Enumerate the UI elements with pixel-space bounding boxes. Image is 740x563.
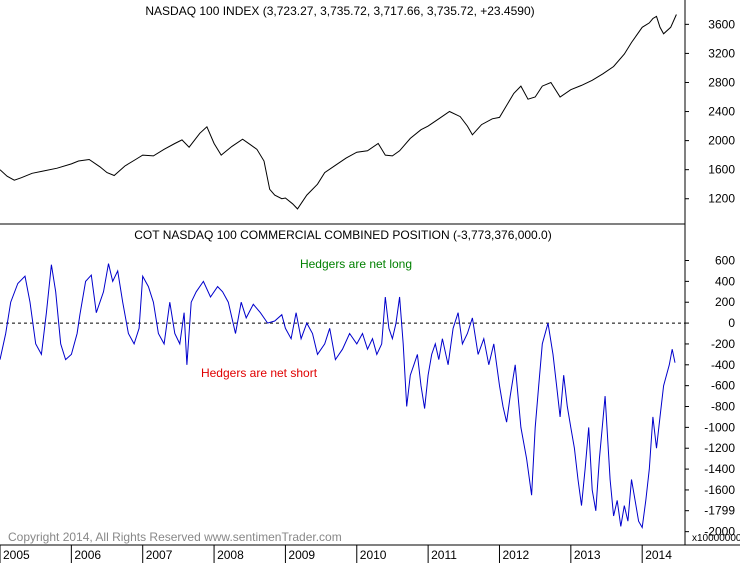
- cot-chart-title: COT NASDAQ 100 COMMERCIAL COMBINED POSIT…: [134, 228, 551, 242]
- y-tick-label: -800: [711, 400, 735, 414]
- y-tick-label: -1600: [704, 483, 735, 497]
- y-tick-label: -1400: [704, 462, 735, 476]
- y-tick-label: 0: [728, 316, 735, 330]
- scale-label: x10000000: [692, 533, 740, 544]
- y-tick-label: -2000: [704, 525, 735, 539]
- y-tick-label: -1200: [704, 441, 735, 455]
- x-tick-label: 2005: [3, 548, 30, 562]
- y-tick-label: 1200: [708, 192, 735, 206]
- y-tick-label: 3200: [708, 46, 735, 60]
- x-tick-label: 2007: [146, 548, 173, 562]
- y-tick-label: 2400: [708, 105, 735, 119]
- copyright-notice: Copyright 2014, All Rights Reserved www.…: [8, 530, 342, 544]
- y-tick-label: -1799: [704, 504, 735, 518]
- hedgers-short-annotation: Hedgers are net short: [201, 366, 318, 380]
- y-tick-label: 1600: [708, 163, 735, 177]
- x-tick-label: 2008: [217, 548, 244, 562]
- y-tick-label: 600: [715, 254, 735, 268]
- cot-y-axis: 600 400 200 0 -200 -400 -600 -800 -1000 -1200 -140…: [685, 254, 735, 539]
- y-tick-label: 400: [715, 274, 735, 288]
- x-tick-label: 2014: [645, 548, 672, 562]
- x-tick-label: 2010: [360, 548, 387, 562]
- x-tick-label: 2009: [288, 548, 315, 562]
- x-tick-label: 2006: [74, 548, 101, 562]
- y-tick-label: 3600: [708, 17, 735, 31]
- y-tick-label: -400: [711, 358, 735, 372]
- x-tick-label: 2011: [431, 548, 457, 562]
- y-tick-label: -200: [711, 337, 735, 351]
- y-tick-label: 200: [715, 295, 735, 309]
- x-tick-label: 2012: [502, 548, 529, 562]
- cot-series-line: [0, 263, 676, 530]
- nasdaq-series-line: [0, 14, 677, 210]
- y-tick-label: 2000: [708, 134, 735, 148]
- x-axis: 2005 2006 2007 2008 2009 2010 2011 2012 2013 2014: [0, 545, 672, 563]
- y-tick-label: -600: [711, 379, 735, 393]
- nasdaq-y-axis: 1200 1600 2000 2400 2800 3200 3600: [685, 17, 735, 206]
- nasdaq-chart-title: NASDAQ 100 INDEX (3,723.27, 3,735.72, 3,…: [145, 4, 534, 18]
- hedgers-long-annotation: Hedgers are net long: [300, 257, 412, 271]
- y-tick-label: 2800: [708, 75, 735, 89]
- frame: [0, 0, 740, 546]
- x-tick-label: 2013: [574, 548, 601, 562]
- y-tick-label: -1000: [704, 420, 735, 434]
